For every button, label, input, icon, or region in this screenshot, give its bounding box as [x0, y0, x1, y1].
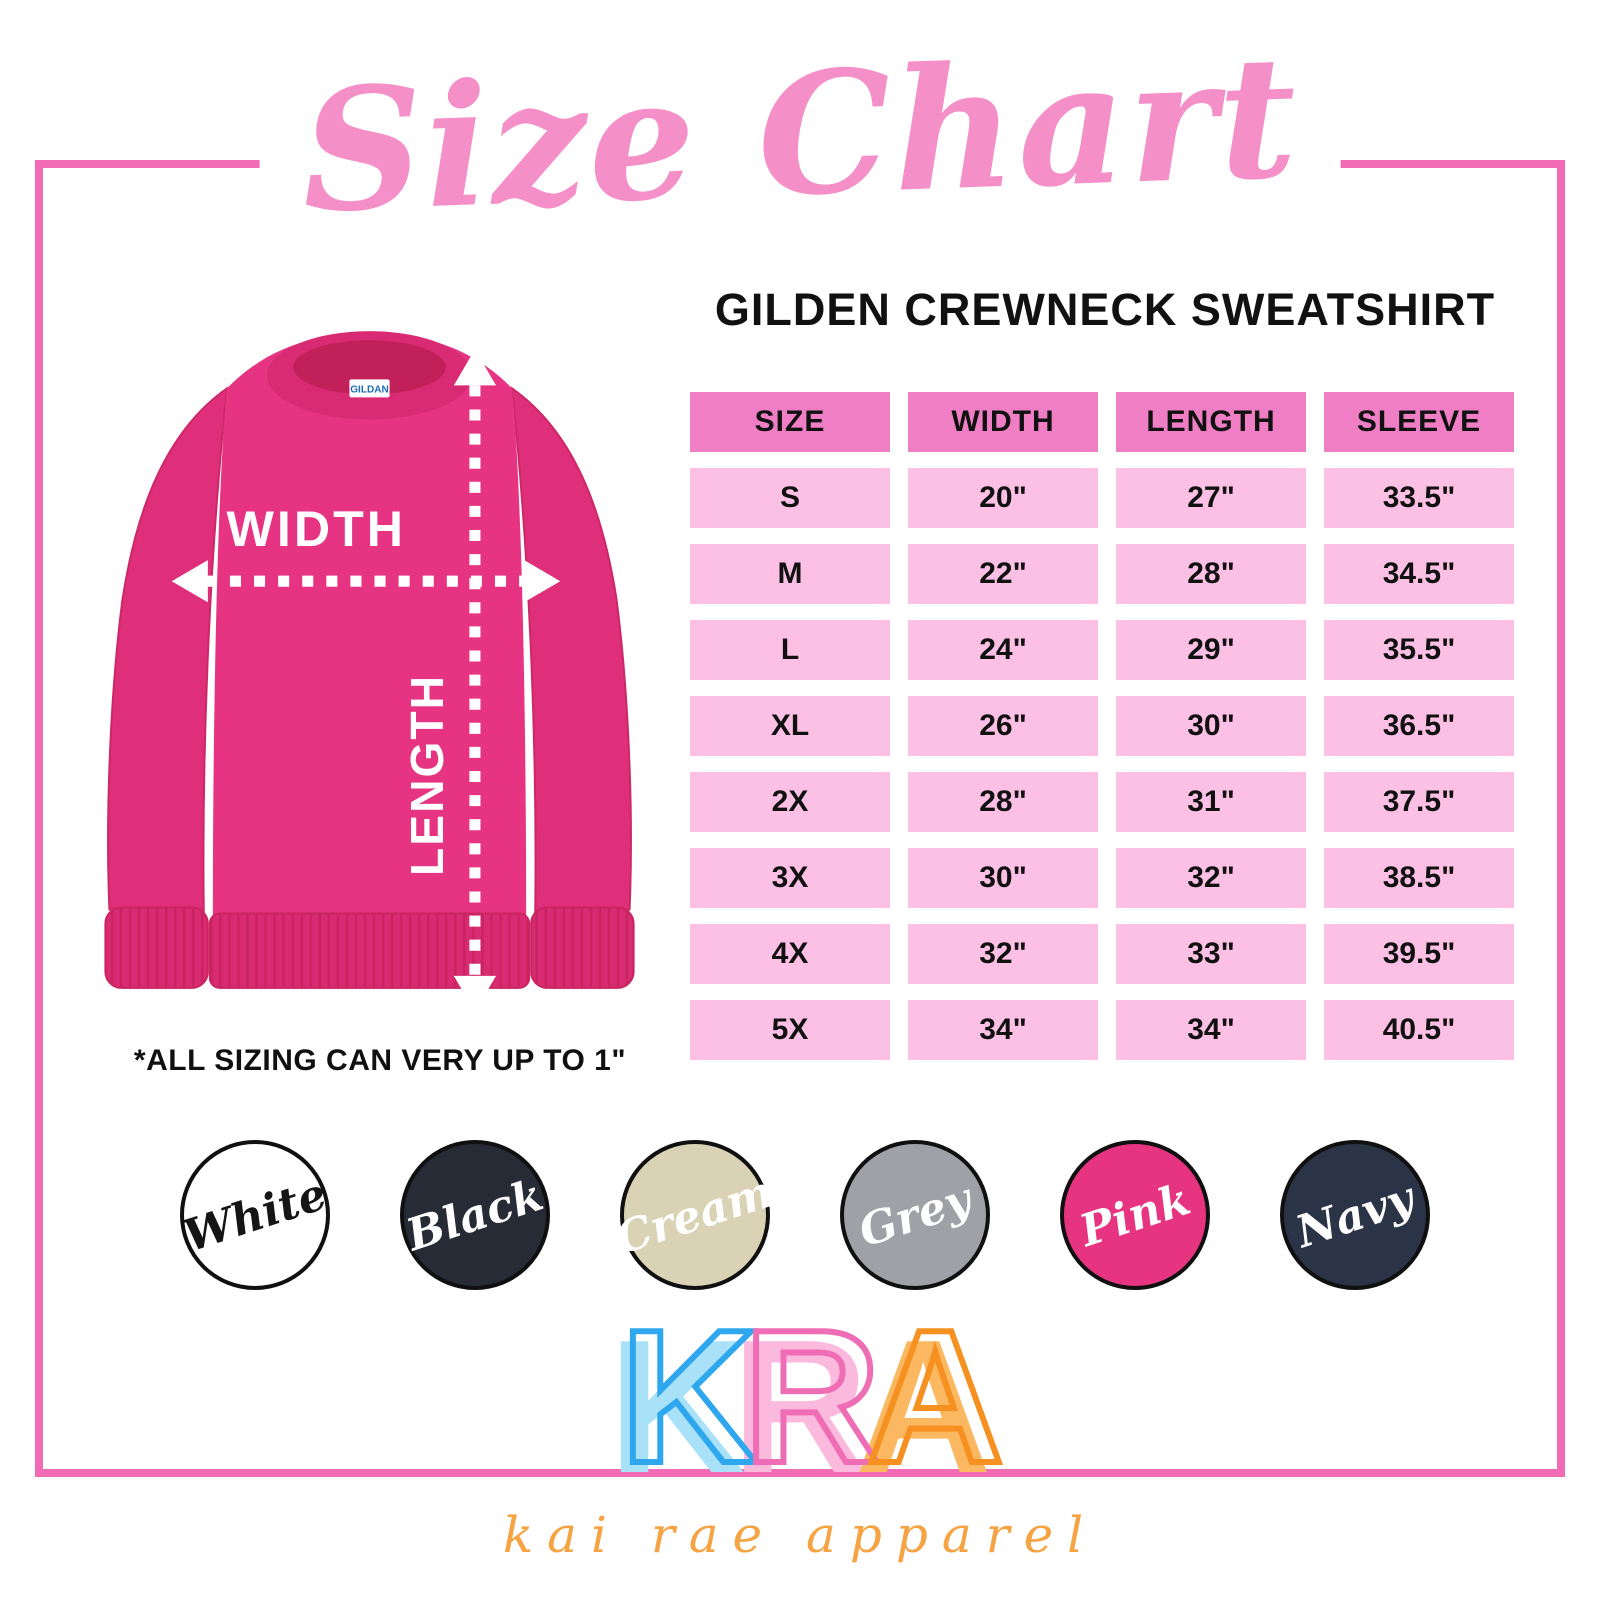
- length-cell: 33": [1116, 924, 1306, 984]
- sleeve-cell: 38.5": [1324, 848, 1514, 908]
- size-cell: M: [690, 544, 890, 604]
- swatch-label: Pink: [1073, 1173, 1197, 1257]
- sleeve-cell: 39.5": [1324, 924, 1514, 984]
- product-subtitle: GILDEN CREWNECK SWEATSHIRT: [714, 284, 1496, 335]
- sleeve-cell: 35.5": [1324, 620, 1514, 680]
- sweatshirt-body: [212, 333, 527, 916]
- size-cell: L: [690, 620, 890, 680]
- length-cell: 31": [1116, 772, 1306, 832]
- length-arrowhead-bottom: [453, 975, 497, 1012]
- page-title: Size Chart: [298, 17, 1302, 251]
- color-swatch-row: White Black Cream Grey Pink Navy: [177, 1140, 1430, 1290]
- swatch-label: White: [177, 1168, 333, 1262]
- left-sleeve: [107, 386, 229, 917]
- size-cell: 4X: [690, 924, 890, 984]
- length-cell: 29": [1116, 620, 1306, 680]
- size-table: SIZE WIDTH LENGTH SLEEVE S 20" 27" 33.5"…: [690, 392, 1514, 1060]
- color-swatch-white: White: [177, 1140, 333, 1290]
- sleeve-cell: 40.5": [1324, 1000, 1514, 1060]
- title-wrap: Size Chart: [259, 8, 1341, 260]
- width-cell: 28": [908, 772, 1098, 832]
- waistband: [208, 912, 531, 989]
- length-cell: 27": [1116, 468, 1306, 528]
- length-label: LENGTH: [401, 674, 453, 876]
- left-cuff: [104, 906, 209, 989]
- color-swatch-pink: Pink: [1060, 1140, 1210, 1290]
- brand-tagline: kai rae apparel: [502, 1506, 1098, 1564]
- length-cell: 32": [1116, 848, 1306, 908]
- size-cell: 3X: [690, 848, 890, 908]
- color-swatch-navy: Navy: [1280, 1140, 1430, 1290]
- sweatshirt-diagram: GILDAN WIDTH LENGTH: [52, 293, 687, 1021]
- gildan-tag: [349, 379, 390, 398]
- width-cell: 24": [908, 620, 1098, 680]
- length-cell: 28": [1116, 544, 1306, 604]
- kra-letter-r: R: [731, 1302, 880, 1502]
- sleeve-cell: 37.5": [1324, 772, 1514, 832]
- right-sleeve: [510, 386, 632, 917]
- width-arrowhead-right: [524, 560, 561, 603]
- right-cuff: [530, 906, 635, 989]
- swatch-label: Cream: [610, 1165, 780, 1265]
- collar-opening: [293, 340, 446, 395]
- width-cell: 30": [908, 848, 1098, 908]
- size-cell: 5X: [690, 1000, 890, 1060]
- gildan-tag-text: GILDAN: [350, 384, 388, 395]
- length-cell: 34": [1116, 1000, 1306, 1060]
- size-cell: 2X: [690, 772, 890, 832]
- width-arrowhead-left: [171, 560, 208, 603]
- sleeve-cell: 34.5": [1324, 544, 1514, 604]
- length-cell: 30": [1116, 696, 1306, 756]
- width-cell: 26": [908, 696, 1098, 756]
- width-label: WIDTH: [227, 501, 407, 557]
- size-cell: S: [690, 468, 890, 528]
- swatch-label: Black: [400, 1169, 550, 1261]
- size-cell: XL: [690, 696, 890, 756]
- column-header-length: LENGTH: [1116, 392, 1306, 452]
- brand-logo-letters: K R A: [0, 1302, 1600, 1502]
- swatch-label: Grey: [852, 1173, 978, 1257]
- column-header-sleeve: SLEEVE: [1324, 392, 1514, 452]
- color-swatch-cream: Cream: [610, 1140, 780, 1290]
- swatch-label: Navy: [1290, 1172, 1420, 1258]
- width-cell: 34": [908, 1000, 1098, 1060]
- length-arrowhead-top: [453, 349, 497, 386]
- sweatshirt-illustration: GILDAN WIDTH LENGTH: [104, 331, 635, 1012]
- color-swatch-grey: Grey: [840, 1140, 990, 1290]
- width-cell: 20": [908, 468, 1098, 528]
- color-swatch-black: Black: [400, 1140, 550, 1290]
- width-cell: 22": [908, 544, 1098, 604]
- sizing-note: *ALL SIZING CAN VERY UP TO 1": [133, 1044, 627, 1077]
- kra-letter-a: A: [855, 1302, 1004, 1502]
- brand-logo: K R A kai rae apparel: [0, 1302, 1600, 1564]
- sleeve-cell: 36.5": [1324, 696, 1514, 756]
- width-cell: 32": [908, 924, 1098, 984]
- sleeve-cell: 33.5": [1324, 468, 1514, 528]
- kra-letter-k: K: [608, 1302, 757, 1502]
- column-header-width: WIDTH: [908, 392, 1098, 452]
- column-header-size: SIZE: [690, 392, 890, 452]
